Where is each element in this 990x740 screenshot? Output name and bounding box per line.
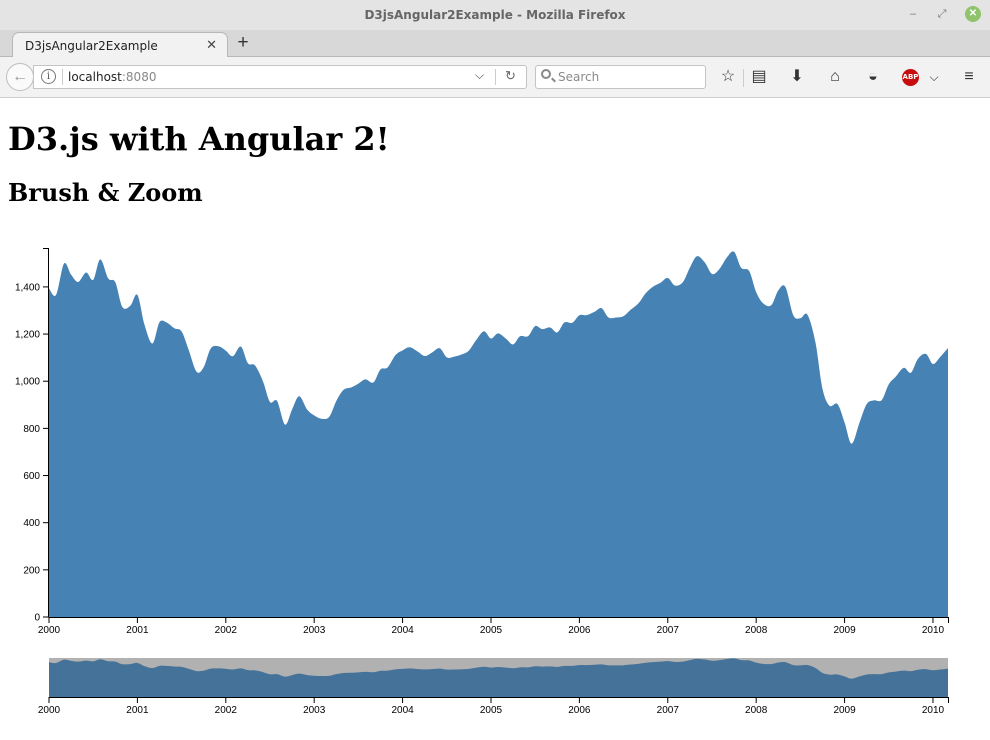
context-x-tick-label: 2000 (38, 705, 61, 716)
download-icon[interactable]: ⬇ (790, 68, 804, 85)
url-host: localhost (68, 70, 122, 84)
url-bar[interactable]: i localhost:8080 ⌵ ↻ (33, 65, 527, 89)
focus-x-tick-label: 2010 (922, 625, 945, 636)
focus-y-tick-label: 1,000 (15, 377, 40, 388)
focus-x-tick-label: 2003 (303, 625, 326, 636)
focus-y-tick-label: 600 (23, 471, 40, 482)
context-area-series (49, 658, 948, 697)
context-x-tick-label: 2002 (215, 705, 238, 716)
context-x-tick-label: 2003 (303, 705, 326, 716)
focus-x-tick-label: 2007 (657, 625, 680, 636)
context-x-tick-label: 2001 (126, 705, 149, 716)
focus-y-tick-label: 1,200 (15, 330, 40, 341)
plus-icon[interactable]: + (237, 32, 249, 53)
tab-d3jsangular2example[interactable]: D3jsAngular2Example ✕ (12, 32, 228, 58)
context-x-tick-label: 2006 (568, 705, 591, 716)
window-title: D3jsAngular2Example - Mozilla Firefox (364, 8, 626, 22)
bookmark-star-icon[interactable]: ☆ (720, 68, 736, 85)
url-port: :8080 (121, 70, 157, 84)
url-separator-2 (495, 69, 496, 85)
toolbar-separator (743, 69, 744, 87)
focus-x-tick-label: 2009 (833, 625, 856, 636)
focus-y-tick-label: 400 (23, 518, 40, 529)
restore-icon[interactable]: ⤢ (937, 8, 947, 20)
focus-y-tick-label: 800 (23, 424, 40, 435)
pocket-icon[interactable]: ◒ (868, 68, 878, 85)
search-icon (541, 69, 551, 79)
context-x-tick-label: 2009 (833, 705, 856, 716)
reading-list-icon[interactable]: ▤ (751, 68, 767, 85)
brush-zoom-chart[interactable]: 2000 2001 2002 2003 2004 2005 2006 2007 2008 2009… (0, 98, 990, 740)
page-content: D3.js with Angular 2! Brush & Zoom 2000 2… (0, 98, 990, 740)
search-input[interactable] (558, 69, 698, 85)
focus-area-series (49, 251, 948, 618)
focus-y-tick-label: 0 (34, 613, 40, 624)
focus-x-tick-label: 2008 (745, 625, 768, 636)
focus-x-tick-label: 2004 (391, 625, 414, 636)
adblock-icon[interactable]: ABP (902, 69, 919, 86)
focus-x-tick-label: 2001 (126, 625, 149, 636)
tab-strip: D3jsAngular2Example ✕ + (0, 30, 990, 58)
focus-x-tick-label: 2002 (215, 625, 238, 636)
info-icon[interactable]: i (41, 69, 56, 84)
context-x-tick-label: 2008 (745, 705, 768, 716)
focus-x-tick-label: 2006 (568, 625, 591, 636)
search-bar[interactable] (535, 65, 706, 89)
tab-label: D3jsAngular2Example (25, 39, 158, 53)
hamburger-menu-icon[interactable]: ≡ (964, 68, 974, 85)
url-separator (62, 69, 63, 85)
focus-x-tick-label: 2005 (480, 625, 503, 636)
focus-y-tick-label: 1,400 (15, 282, 40, 293)
page-subtitle: Brush & Zoom (8, 178, 203, 207)
context-x-tick-label: 2004 (391, 705, 414, 716)
home-icon[interactable]: ⌂ (830, 68, 840, 85)
window-close-icon[interactable]: ✕ (965, 6, 981, 22)
reload-icon[interactable]: ↻ (505, 68, 516, 83)
navigation-toolbar: ← i localhost:8080 ⌵ ↻ ☆ ▤ ⬇ ⌂ ◒ ABP ⌵ ≡ (0, 57, 990, 98)
url-text[interactable]: localhost:8080 (68, 70, 156, 84)
focus-x-tick-label: 2000 (38, 625, 61, 636)
adblock-menu-chevron-icon[interactable]: ⌵ (929, 70, 939, 84)
context-x-tick-label: 2010 (922, 705, 945, 716)
focus-y-tick-label: 200 (23, 565, 40, 576)
page-title: D3.js with Angular 2! (8, 120, 390, 158)
context-x-tick-label: 2007 (657, 705, 680, 716)
window-titlebar: D3jsAngular2Example - Mozilla Firefox – … (0, 0, 990, 30)
back-arrow-icon[interactable]: ← (6, 63, 34, 91)
chevron-down-icon[interactable]: ⌵ (475, 68, 485, 82)
context-x-tick-label: 2005 (480, 705, 503, 716)
minimize-icon[interactable]: – (909, 8, 917, 20)
close-icon[interactable]: ✕ (206, 37, 217, 52)
context-brush-overlay[interactable] (49, 658, 948, 697)
